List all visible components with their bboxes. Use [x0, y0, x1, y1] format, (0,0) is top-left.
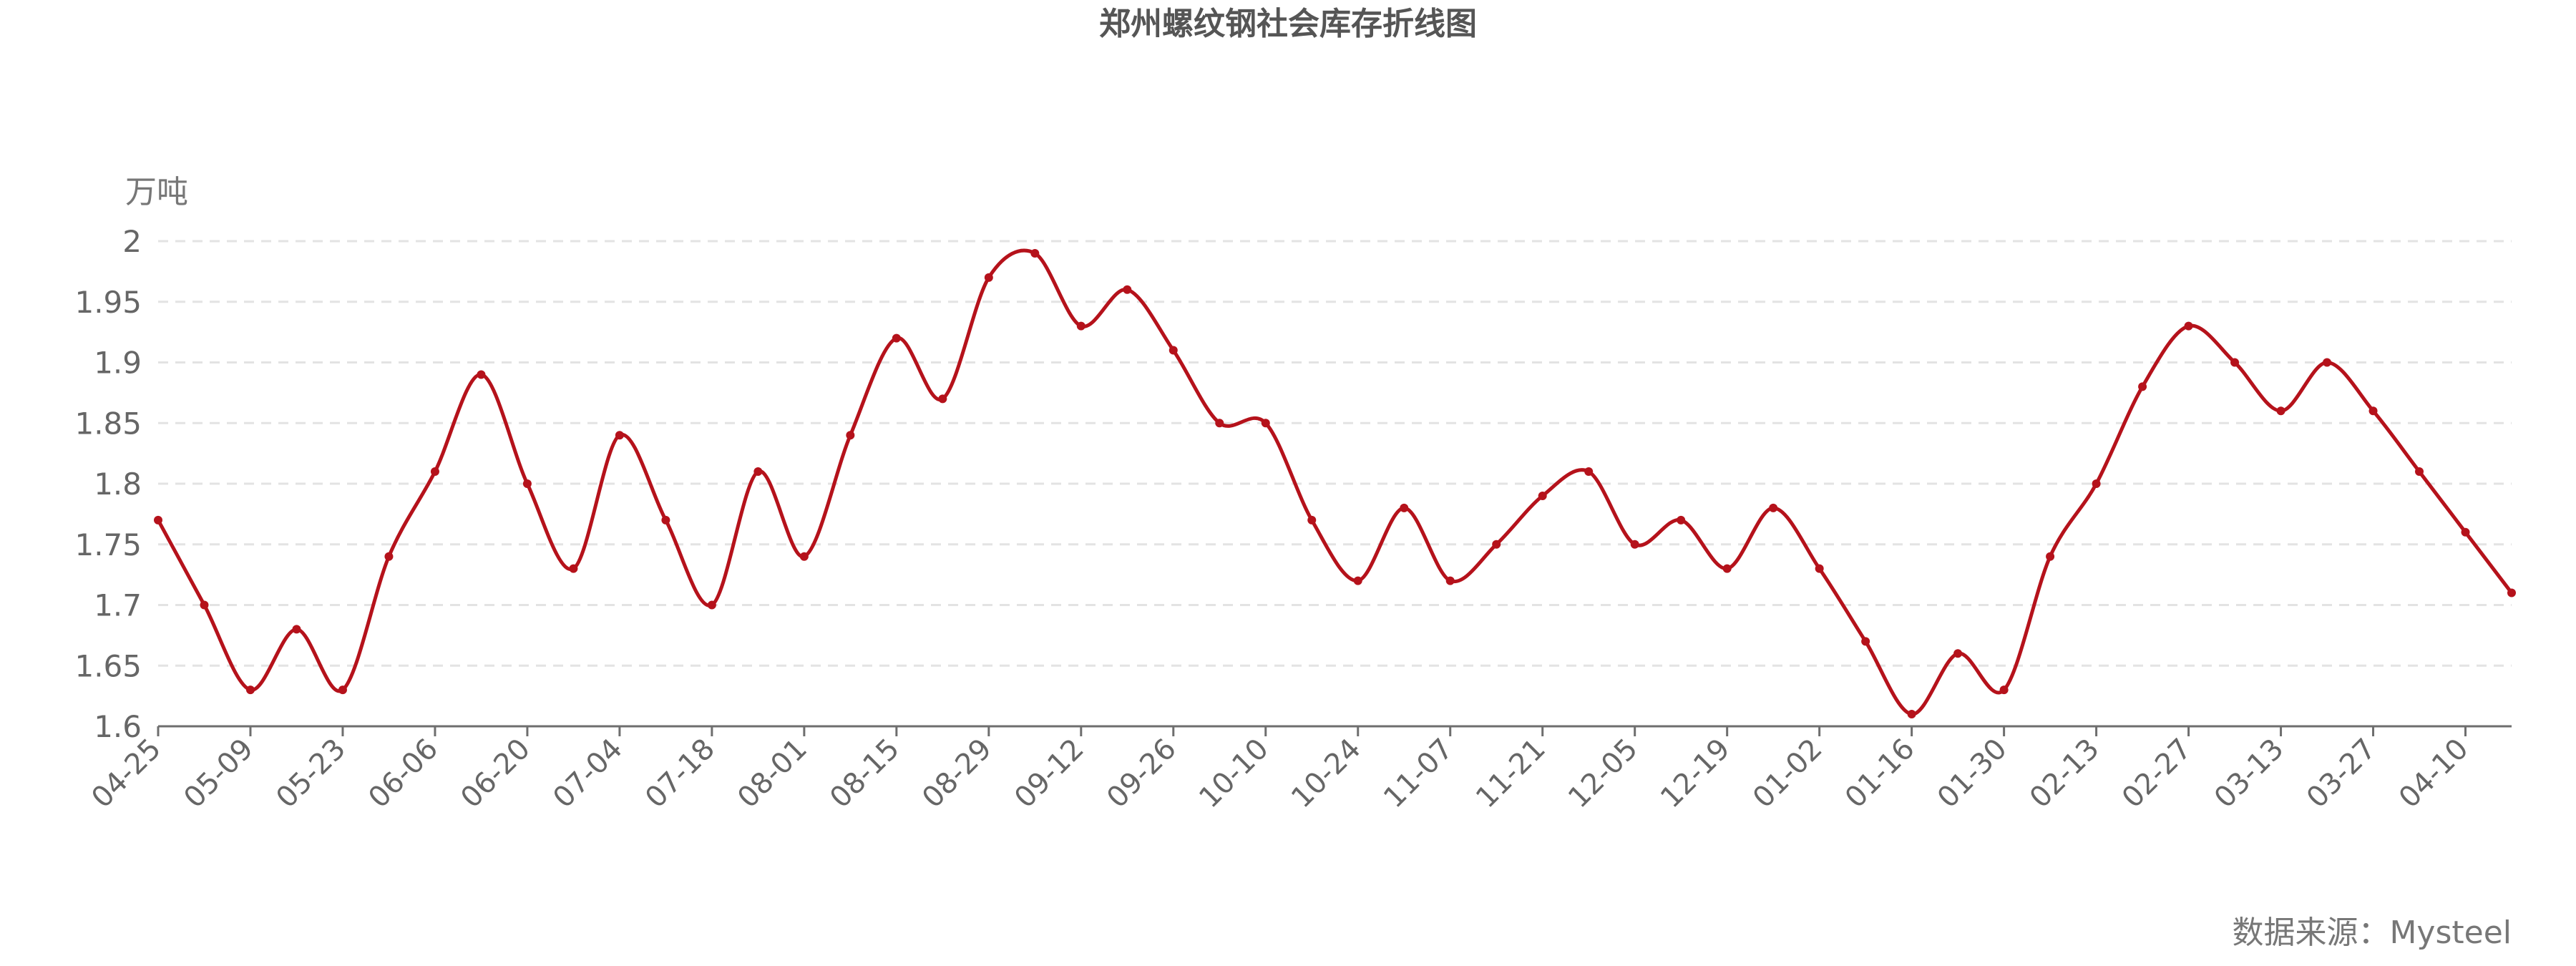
x-tick-label: 02-13	[2024, 733, 2106, 815]
data-point	[661, 515, 670, 525]
data-point	[338, 686, 347, 695]
x-tick-label: 12-19	[1654, 733, 1737, 815]
x-tick-label: 07-18	[639, 733, 721, 815]
data-point	[522, 479, 532, 488]
x-tick-label: 01-30	[1931, 733, 2014, 815]
x-tick-label: 01-02	[1747, 733, 1829, 815]
x-tick-label: 09-26	[1101, 733, 1183, 815]
data-point	[2230, 358, 2240, 367]
x-tick-label: 04-25	[85, 733, 167, 815]
data-point	[1123, 285, 1132, 294]
data-point	[1584, 467, 1594, 477]
x-tick-label: 08-15	[824, 733, 906, 815]
data-point	[1815, 564, 1824, 573]
data-point	[2184, 321, 2193, 331]
series-line	[156, 248, 2513, 716]
x-tick-label: 03-13	[2208, 733, 2290, 815]
series-group	[154, 248, 2516, 719]
y-tick-label: 1.9	[94, 346, 142, 381]
data-point	[846, 431, 855, 440]
data-point	[707, 600, 716, 610]
data-point	[1769, 503, 1778, 512]
data-point	[1999, 686, 2009, 695]
data-point	[753, 467, 763, 477]
x-tick-label: 12-05	[1562, 733, 1644, 815]
data-point	[1076, 321, 1085, 331]
data-point	[2323, 358, 2332, 367]
x-tick-label: 08-01	[731, 733, 814, 815]
data-point	[292, 625, 301, 634]
x-tick-label: 11-21	[1470, 733, 1552, 815]
x-tick-label: 10-24	[1285, 733, 1367, 815]
data-point	[938, 394, 947, 404]
data-point	[1630, 540, 1639, 549]
data-point	[200, 600, 209, 610]
data-point	[1215, 419, 1224, 428]
data-point	[1907, 710, 1916, 719]
data-point	[2415, 467, 2424, 477]
y-tick-label: 2	[122, 224, 142, 259]
data-point	[477, 370, 486, 379]
x-axis: 04-25 05-09 05-23 06-06 06-20 07-04 07-18 08-01…	[85, 725, 2512, 815]
x-tick-label: 04-10	[2393, 733, 2475, 815]
data-point	[1307, 515, 1317, 525]
x-tick-label: 06-20	[454, 733, 537, 815]
y-tick-label: 1.95	[74, 285, 142, 320]
y-tick-label: 1.75	[74, 527, 142, 562]
y-tick-label: 1.8	[94, 467, 142, 502]
data-point	[1169, 346, 1178, 355]
x-tick-label: 11-07	[1377, 733, 1460, 815]
data-point	[569, 564, 578, 573]
x-tick-label: 10-10	[1193, 733, 1275, 815]
data-point	[2138, 382, 2147, 391]
x-tick-label: 05-23	[270, 733, 352, 815]
data-point	[154, 515, 162, 525]
x-tick-label: 02-27	[2116, 733, 2198, 815]
data-point	[2461, 527, 2470, 537]
x-tick-label: 03-27	[2301, 733, 2383, 815]
data-point	[1722, 564, 1732, 573]
data-point	[2276, 406, 2285, 416]
y-axis-ticks: 1.6 1.65 1.7 1.75 1.8 1.85 1.9 1.95 2	[74, 224, 142, 744]
data-point	[1353, 576, 1362, 585]
data-point	[984, 273, 993, 282]
y-tick-label: 1.65	[74, 648, 142, 683]
x-tick-label: 05-09	[177, 733, 260, 815]
data-point	[2507, 588, 2516, 597]
data-point	[892, 333, 901, 343]
data-point	[384, 552, 394, 561]
data-point	[1538, 491, 1547, 500]
data-point	[2092, 479, 2101, 488]
x-tick-label: 08-29	[916, 733, 998, 815]
y-tick-label: 1.6	[94, 709, 142, 744]
data-point	[1445, 576, 1455, 585]
data-point	[1261, 419, 1270, 428]
data-point	[1677, 515, 1686, 525]
data-point	[615, 431, 624, 440]
data-point	[2368, 406, 2378, 416]
data-point	[2046, 552, 2055, 561]
data-point	[430, 467, 439, 477]
data-point	[799, 552, 809, 561]
data-point	[1861, 637, 1870, 646]
data-point	[1030, 248, 1040, 258]
data-point	[1492, 540, 1501, 549]
y-axis-unit-label: 万吨	[125, 174, 188, 210]
x-tick-label: 06-06	[362, 733, 444, 815]
x-tick-label: 01-16	[1839, 733, 1921, 815]
data-source-note: 数据来源：Mysteel	[2232, 914, 2512, 951]
data-point	[1953, 649, 1963, 658]
x-tick-label: 07-04	[547, 733, 629, 815]
data-point	[1400, 503, 1409, 512]
gridlines	[158, 240, 2512, 667]
y-tick-label: 1.85	[74, 406, 142, 441]
x-tick-label: 09-12	[1008, 733, 1091, 815]
data-point	[245, 686, 255, 695]
y-tick-label: 1.7	[94, 588, 142, 623]
chart-title: 郑州螺纹钢社会库存折线图	[1099, 6, 1477, 42]
